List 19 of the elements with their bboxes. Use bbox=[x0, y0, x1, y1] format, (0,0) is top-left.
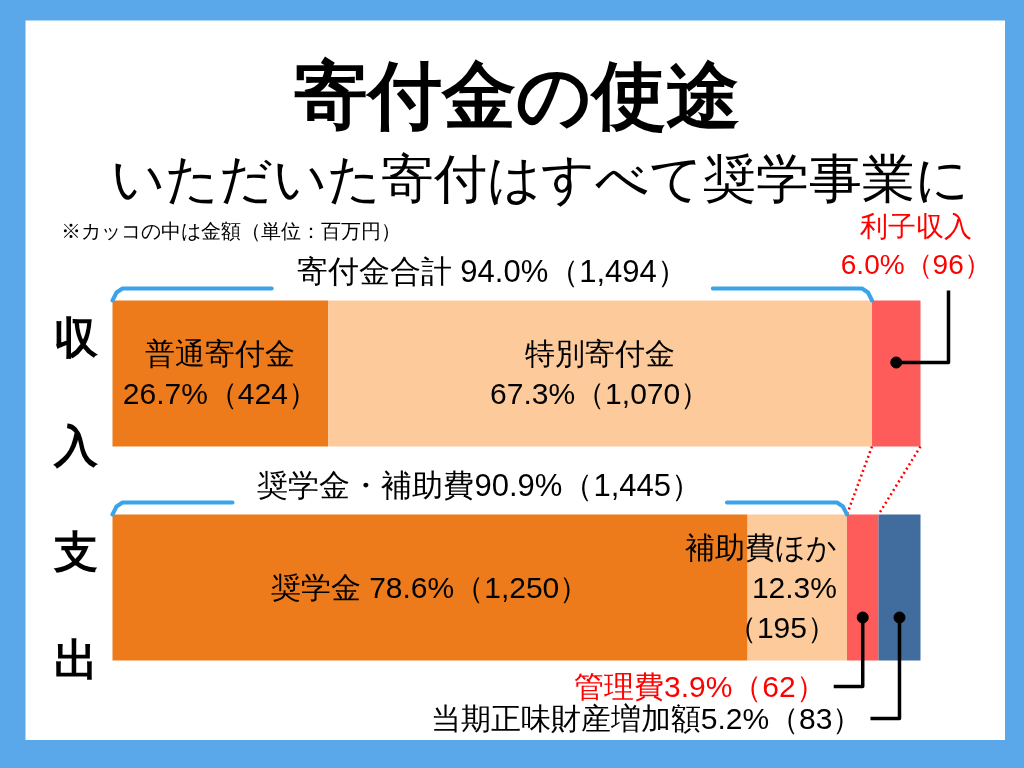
category-label: 収入 bbox=[53, 313, 98, 470]
bar bbox=[846, 514, 879, 661]
annotation: 奨学金・補助費90.9%（1,445） bbox=[257, 468, 702, 503]
bar bbox=[328, 300, 873, 447]
bar bbox=[112, 514, 748, 661]
chart-subtitle: いただいた寄付はすべて奨学事業に bbox=[110, 149, 969, 208]
data-label: 補助費ほか 12.3% （195） bbox=[684, 531, 837, 644]
data-label: 管理費3.9%（62） bbox=[573, 670, 826, 703]
category-label: 支出 bbox=[53, 527, 98, 684]
bar bbox=[872, 300, 921, 447]
data-label: 利子収入 6.0%（96） bbox=[840, 211, 992, 280]
data-label: 特別寄付金 67.3%（1,070） bbox=[490, 337, 711, 410]
data-label: 普通寄付金 26.7%（424） bbox=[122, 337, 318, 410]
annotation: 寄付金合計 94.0%（1,494） bbox=[296, 254, 688, 289]
bar bbox=[878, 514, 921, 661]
text: ※カッコの中は金額（単位：百万円） bbox=[60, 219, 401, 242]
chart-title: 寄付金の使途 bbox=[293, 54, 740, 137]
data-label: 奨学金 78.6%（1,250） bbox=[270, 571, 590, 604]
data-label: 当期正味財産増加額5.2%（83） bbox=[430, 702, 863, 735]
